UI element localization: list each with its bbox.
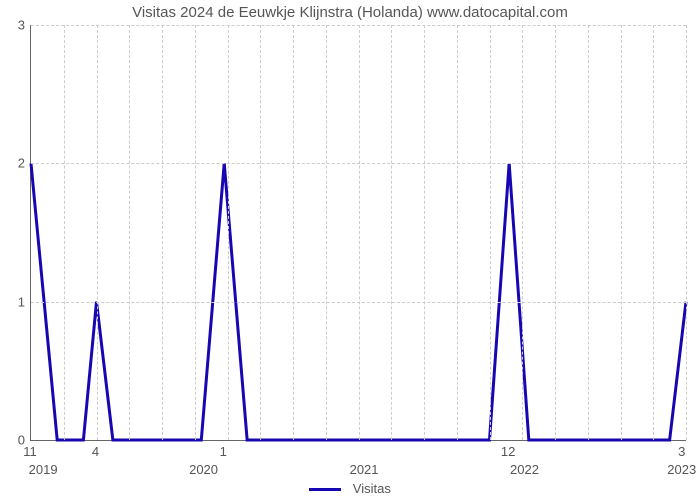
grid-line-vertical bbox=[490, 25, 491, 440]
grid-line-vertical bbox=[555, 25, 556, 440]
grid-line-vertical bbox=[424, 25, 425, 440]
x-axis-top-label: 1 bbox=[220, 444, 227, 459]
grid-line-vertical bbox=[260, 25, 261, 440]
grid-line-vertical bbox=[195, 25, 196, 440]
grid-line-vertical bbox=[326, 25, 327, 440]
legend: Visitas bbox=[0, 481, 700, 496]
x-axis-bottom-label: 2020 bbox=[189, 462, 218, 477]
grid-line-vertical bbox=[162, 25, 163, 440]
grid-line-vertical bbox=[293, 25, 294, 440]
grid-line-vertical bbox=[129, 25, 130, 440]
x-axis-bottom-label: 2021 bbox=[350, 462, 379, 477]
grid-line-vertical bbox=[621, 25, 622, 440]
grid-line-vertical bbox=[64, 25, 65, 440]
x-axis-top-label: 3 bbox=[678, 444, 685, 459]
grid-line-vertical bbox=[686, 25, 687, 440]
y-axis-tick: 0 bbox=[5, 433, 25, 448]
y-axis-tick: 2 bbox=[5, 156, 25, 171]
grid-line-vertical bbox=[588, 25, 589, 440]
grid-line-vertical bbox=[522, 25, 523, 440]
y-axis-tick: 1 bbox=[5, 294, 25, 309]
plot-area bbox=[30, 25, 686, 441]
legend-label: Visitas bbox=[353, 481, 391, 496]
x-axis-top-label: 12 bbox=[501, 444, 515, 459]
chart-container: Visitas 2024 de Eeuwkje Klijnstra (Holan… bbox=[0, 0, 700, 500]
x-axis-top-label: 4 bbox=[92, 444, 99, 459]
y-axis-tick: 3 bbox=[5, 18, 25, 33]
grid-line-vertical bbox=[457, 25, 458, 440]
x-axis-bottom-label: 2022 bbox=[510, 462, 539, 477]
grid-line-vertical bbox=[97, 25, 98, 440]
legend-swatch bbox=[309, 488, 341, 491]
chart-title: Visitas 2024 de Eeuwkje Klijnstra (Holan… bbox=[0, 4, 700, 21]
x-axis-bottom-label: 2019 bbox=[29, 462, 58, 477]
x-axis-bottom-label: 2023 bbox=[667, 462, 696, 477]
grid-line-vertical bbox=[228, 25, 229, 440]
grid-line-vertical bbox=[653, 25, 654, 440]
grid-line-vertical bbox=[391, 25, 392, 440]
x-axis-top-label: 11 bbox=[23, 444, 37, 459]
grid-line-vertical bbox=[359, 25, 360, 440]
